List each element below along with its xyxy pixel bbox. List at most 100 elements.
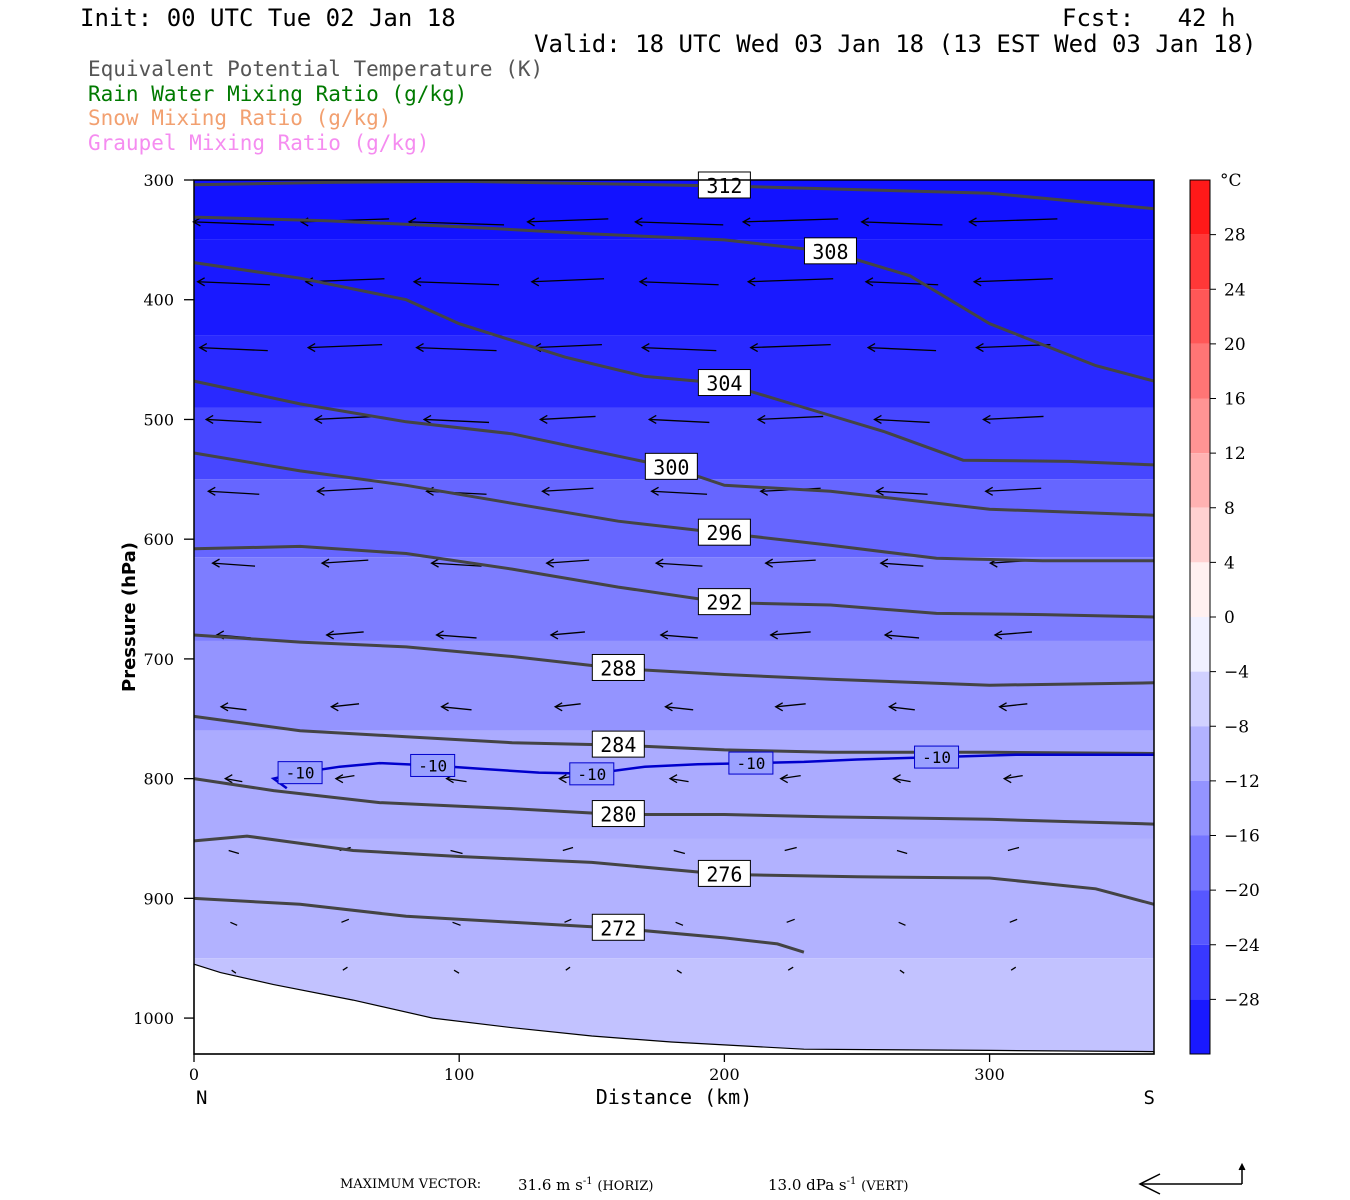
theta-e-contour-276 [193, 834, 1155, 906]
wind-vector [564, 918, 572, 923]
minus10-label: -10 [577, 765, 606, 784]
wind-vector [341, 918, 350, 923]
wind-vector-head [223, 774, 233, 784]
wind-vector [765, 559, 816, 564]
colorbar-tick-label: −4 [1224, 663, 1249, 683]
wind-vector-head [864, 277, 874, 287]
wind-vector [893, 777, 911, 783]
wind-vector-head [329, 702, 339, 712]
wind-vector-head [647, 414, 657, 425]
wind-vector [786, 918, 795, 923]
x-tick-label: 100 [444, 1065, 475, 1084]
wind-vector-head [774, 702, 784, 712]
wind-vector [994, 631, 1033, 636]
wind-vector-head [993, 630, 1003, 640]
colorbar-swatch [1190, 726, 1210, 781]
temperature-band [194, 479, 1154, 558]
colorbar-tick-label: −12 [1224, 772, 1260, 792]
init-time: Init: 00 UTC Tue 02 Jan 18 [80, 4, 456, 32]
wind-vector-head [558, 774, 567, 784]
wind-vector [424, 418, 490, 424]
wind-vector-head [984, 486, 994, 496]
wind-vector-head [888, 702, 897, 712]
wind-vector [787, 966, 794, 971]
horiz-value: 31.6 m s [518, 1176, 583, 1194]
wind-vector [542, 487, 594, 492]
x-axis: 0 100 200 300 [189, 1054, 1005, 1084]
y-axis-label: Pressure (hPa) [119, 542, 140, 692]
wind-vector [1004, 774, 1023, 780]
wind-vector-head [998, 702, 1007, 712]
wind-vector [874, 418, 930, 424]
wind-vector [898, 921, 906, 926]
minus10-contour: -10 -10 -10 -10 -10 [270, 745, 1154, 790]
wind-vector-head [779, 774, 789, 784]
wind-vector-head [650, 486, 659, 496]
x-end-left-label: N [196, 1087, 207, 1109]
theta-e-label: 304 [706, 372, 742, 396]
minus10-label: -10 [736, 754, 765, 773]
wind-vector [899, 969, 905, 974]
minus10-label-box [728, 751, 774, 775]
colorbar-swatch [1190, 562, 1210, 617]
wind-vector [199, 346, 268, 352]
y-tick-label: 300 [143, 171, 174, 190]
colorbar-swatch [1190, 780, 1210, 836]
wind-vector-head [1002, 774, 1012, 784]
wind-vector-head [306, 343, 316, 353]
wind-vector-head [638, 277, 648, 287]
wind-vector-head [654, 558, 664, 568]
theta-e-label: 300 [653, 455, 689, 479]
colorbar-tick-label: −28 [1224, 990, 1260, 1010]
wind-vector-head [412, 277, 422, 287]
theta-e-label: 280 [600, 803, 636, 827]
reference-vector-icon [1138, 1162, 1246, 1195]
wind-vector [315, 415, 376, 421]
wind-vector-head [982, 414, 991, 425]
wind-vector [750, 343, 831, 349]
y-tick-label: 800 [143, 770, 174, 789]
wind-vector [784, 846, 797, 852]
wind-vector-head [634, 217, 643, 227]
wind-vector [868, 346, 937, 352]
wind-vector-head [769, 630, 779, 640]
max-vector-vert: 13.0 dPa s-1 (VERT) [768, 1176, 908, 1194]
wind-vector [317, 487, 373, 492]
wind-vector [669, 777, 689, 783]
wind-vector-head [211, 558, 220, 568]
wind-vector-head [749, 343, 759, 353]
wind-vector [649, 418, 710, 424]
y-tick-label: 600 [143, 530, 174, 549]
wind-vector-head [530, 277, 540, 287]
theta-e-label-box [697, 859, 751, 887]
colorbar-swatch [1190, 343, 1210, 399]
wind-vector-head [313, 414, 323, 425]
theta-e-label: 312 [706, 174, 742, 198]
theta-e-label-box [803, 237, 857, 265]
wind-vector-head [741, 217, 751, 227]
wind-vector [550, 631, 585, 636]
wind-vector [976, 343, 1051, 349]
wind-vector [531, 278, 605, 283]
x-tick-label: 0 [189, 1065, 199, 1084]
wind-vector [889, 706, 915, 711]
theta-e-contour-308 [193, 215, 1155, 383]
minus10-label-box [277, 761, 323, 785]
wind-vector [436, 634, 477, 639]
wind-vector [665, 706, 694, 711]
wind-vector [660, 634, 698, 639]
theta-e-contour-300 [193, 379, 1155, 517]
wind-vector [876, 490, 928, 495]
colorbar-swatch [1190, 453, 1210, 508]
wind-vector [414, 281, 500, 286]
wind-vector-head [972, 277, 982, 287]
wind-vector-head [415, 343, 424, 353]
wind-vector [969, 218, 1058, 223]
wind-vector-head [206, 486, 216, 496]
wind-vector [985, 487, 1042, 492]
wind-vector [230, 921, 238, 926]
wind-vector-head [549, 630, 559, 640]
wind-vector [450, 849, 463, 855]
y-tick-label: 1000 [133, 1009, 174, 1028]
colorbar-tick-label: −24 [1224, 936, 1260, 956]
